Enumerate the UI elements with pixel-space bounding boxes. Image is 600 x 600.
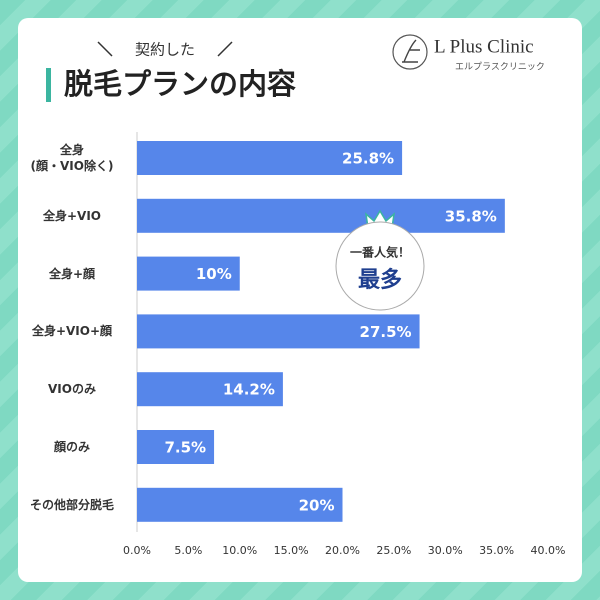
bar [137,430,215,464]
y-tick-label: 顔のみ [53,439,90,454]
deco-slash [217,41,233,57]
x-tick-label: 40.0% [531,544,566,557]
y-tick-label: その他部分脱毛 [29,497,114,512]
x-tick-label: 20.0% [325,544,360,557]
bar [137,372,283,407]
title-bar [46,68,51,102]
brand-kana: エルプラスクリニック [455,62,545,73]
deco-slash [97,41,113,57]
kicker: 契約した [135,41,195,59]
value-label: 35.8% [445,207,497,225]
x-tick-label: 25.0% [376,544,411,557]
bar [137,256,240,291]
bar [137,314,420,349]
annotation-big: 最多 [358,267,402,293]
logo-glyph [402,39,420,63]
value-label: 20% [299,496,335,514]
value-label: 27.5% [360,323,412,341]
value-label: 10% [196,265,232,283]
bar [137,141,403,175]
x-tick-label: 35.0% [479,544,514,557]
x-tick-label: 15.0% [274,544,309,557]
y-tick-label: 全身+顔 [48,266,96,281]
y-tick-label: VIOのみ [48,382,96,397]
value-label: 25.8% [342,150,394,168]
annotation-small: 一番人気！ [350,245,410,260]
bar [137,198,505,233]
brand: L Plus Clinic [434,36,534,57]
title: 脱毛プランの内容 [64,67,296,101]
x-tick-label: 0.0% [123,544,151,557]
x-tick-label: 30.0% [428,544,463,557]
x-tick-label: 10.0% [222,544,257,557]
bar [137,487,343,522]
value-label: 7.5% [164,439,206,457]
y-tick-label: 全身 (顔・VIO除く) [30,142,114,173]
y-tick-label: 全身+VIO+顔 [31,324,113,339]
logo-mark [392,34,428,70]
value-label: 14.2% [223,381,275,399]
x-tick-label: 5.0% [174,544,202,557]
badge [335,221,425,311]
y-tick-label: 全身+VIO [42,208,101,223]
